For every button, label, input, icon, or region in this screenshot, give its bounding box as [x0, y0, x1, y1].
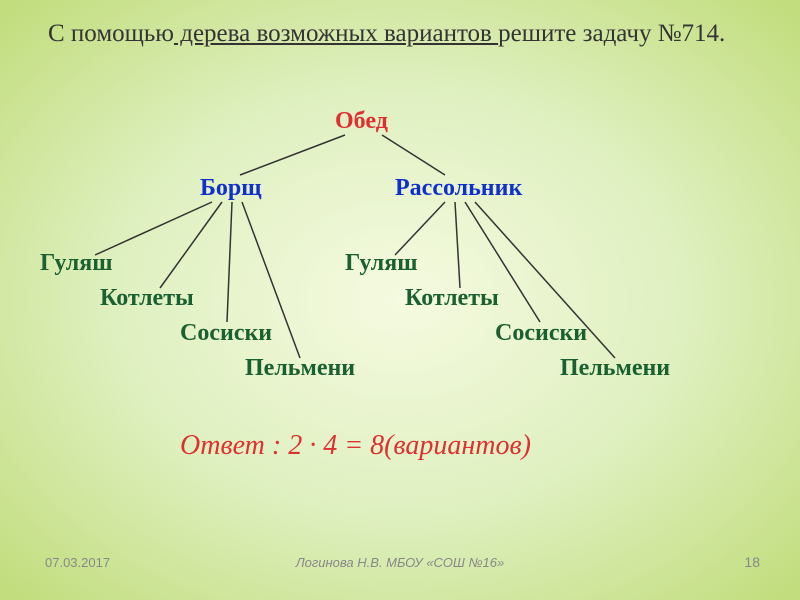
- title-prefix: С помощью: [48, 20, 174, 47]
- tree-node: Пельмени: [245, 355, 355, 382]
- tree-node: Котлеты: [405, 285, 499, 312]
- title-underlined: дерева возможных вариантов: [174, 20, 498, 47]
- tree-node: Пельмени: [560, 355, 670, 382]
- tree-diagram: Обед Борщ Рассольник Гуляш Котлеты Сосиски Пел…: [0, 100, 800, 450]
- problem-title: С помощью дерева возможных вариантов реш…: [48, 18, 760, 51]
- tree-node: Сосиски: [180, 320, 272, 347]
- tree-node: Гуляш: [40, 250, 112, 277]
- tree-node: Сосиски: [495, 320, 587, 347]
- answer-text: Ответ : 2 · 4 = 8(вариантов): [180, 430, 531, 462]
- tree-node: Борщ: [200, 175, 261, 202]
- tree-node: Котлеты: [100, 285, 194, 312]
- footer-date: 07.03.2017: [45, 555, 110, 570]
- tree-node: Гуляш: [345, 250, 417, 277]
- tree-node: Рассольник: [395, 175, 522, 202]
- tree-node: Обед: [335, 108, 388, 135]
- title-suffix: решите задачу №714.: [498, 20, 725, 47]
- footer-page: 18: [744, 554, 760, 570]
- footer-author: Логинова Н.В. МБОУ «СОШ №16»: [296, 555, 505, 570]
